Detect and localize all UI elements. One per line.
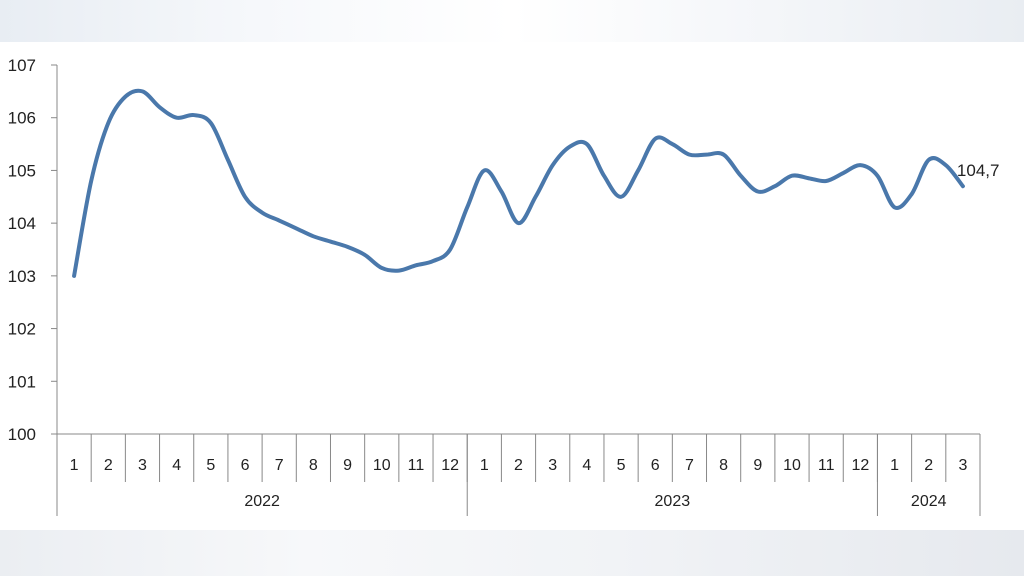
x-tick-label: 12 xyxy=(441,457,459,474)
x-tick-label: 5 xyxy=(617,457,626,474)
x-tick-label: 1 xyxy=(70,457,79,474)
x-tick-label: 4 xyxy=(172,457,181,474)
series-line xyxy=(72,88,965,278)
x-tick-label: 3 xyxy=(548,457,557,474)
x-tick-label: 8 xyxy=(309,457,318,474)
y-axis-ticks: 100 101 102 103 104 105 106 107 xyxy=(8,56,57,444)
y-tick-label: 101 xyxy=(8,372,36,391)
x-tick-label: 12 xyxy=(851,457,869,474)
x-tick-label: 3 xyxy=(958,457,967,474)
y-tick-label: 106 xyxy=(8,109,36,128)
x-tick-label: 2 xyxy=(104,457,113,474)
y-tick-label: 105 xyxy=(8,161,36,180)
x-tick-label: 10 xyxy=(783,457,801,474)
x-tick-label: 11 xyxy=(408,457,425,474)
x-tick-label: 2 xyxy=(514,457,523,474)
y-tick-label: 100 xyxy=(8,425,36,444)
x-tick-label: 2 xyxy=(924,457,933,474)
x-tick-label: 1 xyxy=(890,457,899,474)
x-tick-label: 1 xyxy=(480,457,489,474)
y-tick-label: 102 xyxy=(8,320,36,339)
x-tick-label: 7 xyxy=(275,457,284,474)
year-label: 2022 xyxy=(244,493,280,510)
data-labels: 104,7 xyxy=(957,161,1000,180)
blurred-top-strip xyxy=(0,0,1024,42)
x-tick-label: 9 xyxy=(343,457,352,474)
x-tick-label: 6 xyxy=(651,457,660,474)
x-tick-label: 6 xyxy=(241,457,250,474)
y-tick-label: 107 xyxy=(8,56,36,75)
x-tick-label: 10 xyxy=(373,457,391,474)
x-tick-label: 8 xyxy=(719,457,728,474)
x-tick-label: 3 xyxy=(138,457,147,474)
y-tick-label: 104 xyxy=(8,214,36,233)
x-tick-label: 9 xyxy=(753,457,762,474)
x-tick-label: 7 xyxy=(685,457,694,474)
axes xyxy=(56,65,980,516)
year-label: 2024 xyxy=(911,493,947,510)
x-tick-label: 11 xyxy=(818,457,835,474)
x-tick-label: 4 xyxy=(582,457,591,474)
year-label: 2023 xyxy=(655,493,691,510)
blurred-bottom-strip xyxy=(0,530,1024,576)
data-label-last-value: 104,7 xyxy=(957,161,1000,180)
series-layer xyxy=(72,88,965,278)
y-tick-label: 103 xyxy=(8,267,36,286)
x-tick-label: 5 xyxy=(206,457,215,474)
chart-card: 100 101 102 103 104 105 106 107 1 2 3 4 5 6 7 8 9 10 11 12… xyxy=(0,42,1024,530)
